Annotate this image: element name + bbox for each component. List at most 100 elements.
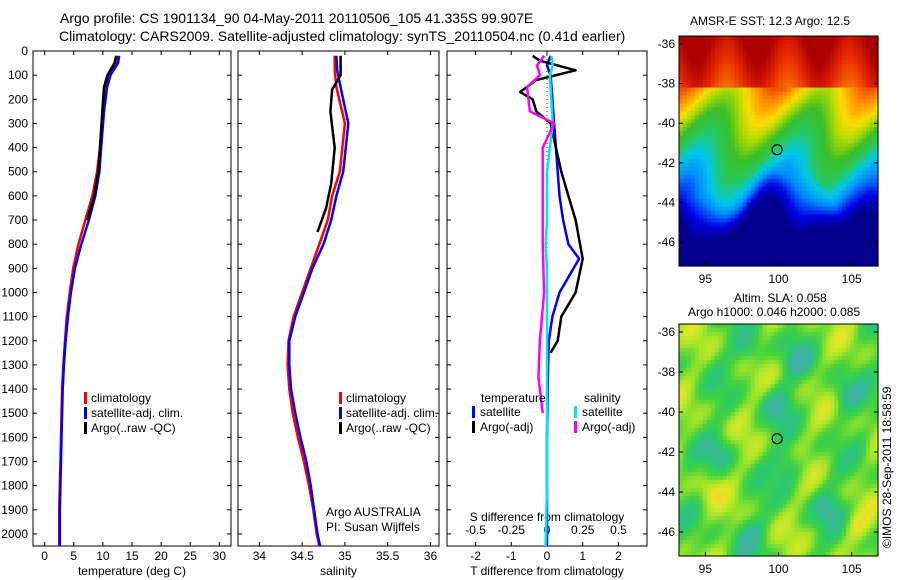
legend-label: climatology (346, 391, 406, 405)
map-y-tick-label: -40 (658, 405, 676, 419)
x-tick-label: 36 (424, 549, 438, 563)
sla-map-title-line2: Argo h1000: 0.046 h2000: 0.085 (688, 305, 861, 319)
x-tick-label: 35 (338, 549, 352, 563)
panel-difference: -2 -1 0 1 2T difference from climatology -0.5… (446, 50, 648, 578)
argo-position-marker (771, 433, 783, 445)
x-tick-label: 1 (579, 549, 586, 563)
series-line-argo-adj- (525, 55, 556, 414)
series-line-satellite (544, 55, 554, 547)
legend-swatch (574, 421, 577, 433)
series-line-argo-raw-qc- (85, 55, 118, 221)
y-tick-label: 1900 (1, 503, 28, 517)
y-tick-label: 1700 (1, 454, 28, 468)
y-tick-label: 500 (8, 165, 28, 179)
legend-swatch (472, 406, 475, 418)
legend-swatch (339, 392, 342, 404)
map-x-tick-label: 100 (768, 272, 788, 286)
map-y-tick-label: -38 (658, 365, 676, 379)
map-y-tick-label: -42 (658, 156, 676, 170)
x2-tick-label: -0.5 (465, 523, 486, 537)
legend-label: satellite (480, 405, 521, 419)
legend-header-salinity: salinity (584, 391, 621, 405)
map-y-tick-label: -44 (658, 485, 676, 499)
panel-frame-salinity (237, 50, 440, 547)
series-line-satellite-adj-clim- (288, 55, 350, 547)
map-y-tick-label: -46 (658, 525, 676, 539)
y-tick-label: 2000 (1, 527, 28, 541)
x-tick-label: -2 (470, 549, 481, 563)
map-y-tick-label: -44 (658, 196, 676, 210)
panel-salinity: 34 34.5 35 35.5 36 salinity climatologysatelli… (237, 50, 440, 578)
y-tick-label: 100 (8, 68, 28, 82)
profile-charts: 0100200300400500600700800900100011001200… (1, 44, 648, 578)
y-tick-label: 0 (21, 44, 28, 58)
x-tick-label: 25 (184, 549, 198, 563)
y-tick-label: 1600 (1, 430, 28, 444)
figure-title-line2: Climatology: CARS2009. Satellite-adjuste… (59, 28, 626, 44)
x-tick-label: 20 (154, 549, 168, 563)
legend-swatch (84, 407, 87, 419)
argo-position-marker (771, 144, 783, 156)
x-tick-label: 0 (544, 549, 551, 563)
map-x-tick-label: 95 (699, 562, 713, 576)
x-axis-label: temperature (deg C) (78, 564, 186, 578)
x2-tick-label: 0.25 (571, 523, 595, 537)
y-tick-label: 600 (8, 189, 28, 203)
legend-swatch (339, 422, 342, 434)
panel-temperature: 0100200300400500600700800900100011001200… (1, 44, 232, 578)
y-tick-label: 1300 (1, 358, 28, 372)
y-tick-label: 300 (8, 116, 28, 130)
series-line-climatology (57, 55, 119, 546)
y-tick-label: 700 (8, 213, 28, 227)
series-line-argo-raw-qc- (316, 55, 342, 233)
x-tick-label: 5 (70, 549, 77, 563)
legend-label: Argo(..raw -QC) (91, 421, 176, 435)
y-tick-label: 200 (8, 92, 28, 106)
sst-map-title: AMSR-E SST: 12.3 Argo: 12.5 (690, 14, 851, 28)
y-tick-label: 400 (8, 141, 28, 155)
x-axis-label: salinity (320, 564, 357, 578)
sla-field (679, 324, 879, 557)
legend-label: satellite-adj. clim. (91, 406, 183, 420)
legend-swatch (84, 392, 87, 404)
figure-title-line1: Argo profile: CS 1901134_90 04-May-2011 … (60, 10, 534, 26)
x-tick-label: 10 (96, 549, 110, 563)
legend-swatch (339, 407, 342, 419)
legend-label: satellite-adj. clim. (346, 406, 438, 420)
x-tick-label: 34 (253, 549, 267, 563)
legend-swatch (84, 422, 87, 434)
legend-header-temperature: temperature (481, 391, 546, 405)
y-tick-label: 1000 (1, 285, 28, 299)
x-tick-label: 0 (41, 549, 48, 563)
map-y-tick-label: -36 (658, 325, 676, 339)
legend-label: Argo(-adj) (480, 420, 533, 434)
x2-tick-label: -0.25 (498, 523, 526, 537)
annotation-line: PI: Susan Wijffels (326, 520, 420, 534)
map-y-tick-label: -36 (658, 37, 676, 51)
y-tick-label: 1200 (1, 334, 28, 348)
imos-timestamp: ©IMOS 28-Sep-2011 18:58:59 (880, 386, 894, 548)
series-line-climatology (286, 55, 347, 547)
y-tick-label: 1400 (1, 382, 28, 396)
map-y-tick-label: -42 (658, 445, 676, 459)
map-y-tick-label: -40 (658, 116, 676, 130)
map-y-tick-label: -46 (658, 235, 676, 249)
panel-frame-temperature (32, 50, 232, 547)
legend-swatch (472, 421, 475, 433)
sst-map: -36 -38 -40 -42 -44 -46 95 100 105 (658, 35, 879, 286)
x-tick-label: 35.5 (376, 549, 400, 563)
x-tick-label: -1 (506, 549, 517, 563)
y-tick-label: 1100 (2, 310, 28, 324)
legend-label: climatology (91, 391, 151, 405)
x-tick-label: 34.5 (290, 549, 314, 563)
sla-map: -36 -38 -40 -42 -44 -46 95 100 105 (658, 323, 879, 576)
y-tick-label: 900 (8, 261, 28, 275)
legend-label: satellite (582, 405, 623, 419)
x-axis-label: T difference from climatology (470, 564, 624, 578)
x2-tick-label: 0.5 (610, 523, 627, 537)
legend-label: Argo(-adj) (582, 420, 635, 434)
x-tick-label: 2 (615, 549, 622, 563)
x-tick-label: 15 (125, 549, 139, 563)
y-tick-label: 800 (8, 237, 28, 251)
map-x-tick-label: 105 (842, 272, 862, 286)
